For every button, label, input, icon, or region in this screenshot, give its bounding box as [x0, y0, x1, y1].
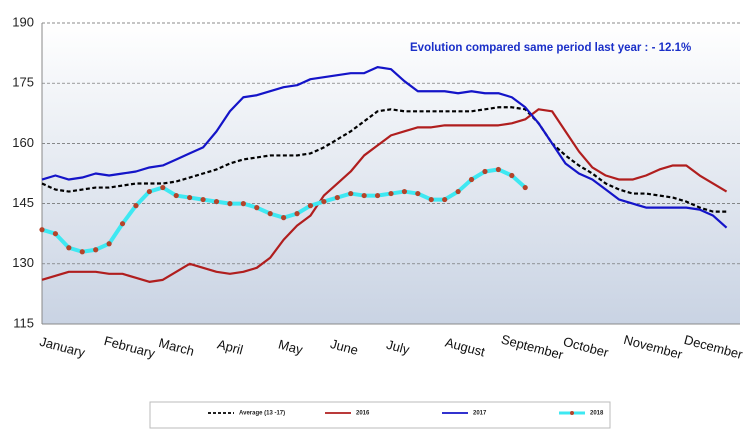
series-marker [160, 184, 166, 191]
series-marker [106, 241, 112, 247]
series-marker [334, 194, 340, 201]
x-tick-label: December [683, 332, 745, 362]
legend-label: 2016 [356, 411, 370, 417]
x-tick-label: April [216, 336, 245, 357]
series-marker [267, 211, 273, 217]
series-marker [240, 201, 246, 207]
y-tick-label: 160 [12, 135, 34, 150]
series-marker [388, 190, 394, 197]
series-marker [173, 192, 179, 199]
series-line [41, 108, 728, 283]
series-marker [66, 245, 72, 251]
series-marker [281, 215, 287, 221]
series-marker [495, 166, 501, 173]
y-tick-label: 115 [13, 315, 34, 330]
series-marker [146, 188, 152, 195]
x-tick-label: June [329, 336, 360, 358]
series-line [41, 66, 728, 229]
x-tick-label: July [385, 337, 412, 358]
series-marker [374, 192, 381, 199]
series-marker [227, 201, 233, 207]
legend-label: 2017 [473, 411, 487, 417]
y-tick-label: 190 [12, 14, 34, 29]
series-marker [79, 249, 85, 255]
series-marker [119, 221, 126, 227]
series-marker [200, 196, 206, 203]
series-marker [348, 190, 354, 197]
series-marker [321, 198, 327, 205]
series-marker [468, 176, 475, 183]
legend-label: 2018 [590, 411, 604, 417]
legend-marker [570, 411, 574, 415]
x-tick-label: February [102, 333, 157, 361]
series-marker [509, 172, 515, 179]
x-tick-label: November [622, 332, 684, 362]
series-marker [415, 190, 421, 197]
series-marker [442, 196, 448, 203]
x-tick-label: August [444, 334, 487, 359]
series-marker [455, 188, 461, 195]
legend-label: Average (13 -17) [239, 411, 285, 417]
annotation: Evolution compared same period last year… [410, 42, 691, 54]
series-marker [213, 198, 220, 205]
series-marker [39, 227, 45, 233]
series-marker [482, 168, 488, 175]
series-line [41, 106, 727, 213]
series-marker [401, 188, 408, 195]
series-marker [307, 203, 314, 209]
plot-area [42, 23, 740, 324]
series-marker [294, 211, 300, 217]
series-marker [133, 203, 139, 209]
series-marker [428, 196, 434, 203]
x-tick-label: May [277, 337, 305, 358]
series-marker [52, 231, 59, 237]
series-marker [361, 192, 367, 199]
y-tick-label: 175 [12, 75, 34, 90]
x-tick-label: October [562, 334, 611, 361]
legend-box [149, 401, 611, 429]
x-tick-label: January [38, 334, 87, 361]
y-tick-label: 145 [12, 195, 34, 210]
x-tick-label: September [500, 331, 566, 362]
x-tick-label: March [157, 335, 196, 359]
y-tick-label: 130 [12, 255, 34, 270]
series-marker [254, 205, 260, 211]
series-marker [93, 247, 99, 253]
series-marker [187, 194, 193, 201]
series-marker [522, 184, 528, 191]
